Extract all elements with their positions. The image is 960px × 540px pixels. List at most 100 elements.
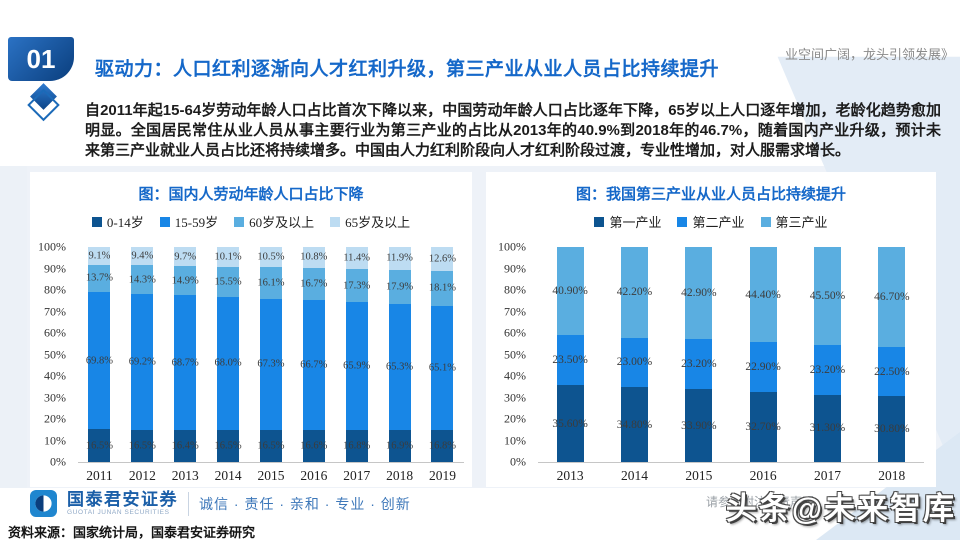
x-tick-label: 2012: [128, 468, 156, 483]
bar-segment: [88, 429, 111, 462]
x-tick-label: 2016: [749, 468, 777, 483]
x-tick-label: 2015: [257, 468, 285, 483]
bar-label: 16.9%: [386, 440, 414, 452]
y-tick-label: 60%: [44, 325, 66, 340]
y-tick-label: 30%: [44, 390, 66, 404]
x-tick-label: 2015: [685, 468, 713, 483]
bar-label: 46.70%: [874, 291, 910, 304]
chart-left-bars: 9.1% 13.7% 69.8% 16.5% 9.4% 14.3% 69.2% 16.5% 9.…: [78, 247, 464, 462]
bar-segment: [174, 266, 197, 296]
y-tick-label: 0%: [510, 454, 526, 469]
legend-swatch: [234, 216, 245, 227]
legend-label: 第二产业: [692, 215, 745, 230]
legend-label: 15-59岁: [174, 215, 219, 230]
bar-column-2015: 10.5% 16.1% 67.3% 16.5%: [257, 247, 285, 462]
bar-label: 15.5%: [214, 276, 242, 288]
bar-label: 65.1%: [428, 362, 456, 374]
bar-label: 10.5%: [257, 251, 285, 263]
bar-label: 9.1%: [88, 250, 111, 262]
bar-segment: [878, 247, 906, 348]
bar-segment: [685, 339, 713, 390]
bar-segment: [302, 267, 325, 301]
bar-label: 22.90%: [745, 361, 781, 374]
bar-label: 12.6%: [428, 253, 456, 265]
bar-column-2013: 9.7% 14.9% 68.7% 16.4%: [171, 247, 199, 462]
bar-segment: [217, 297, 240, 430]
y-tick-label: 80%: [44, 282, 66, 297]
legend-item: 第一产业: [594, 212, 661, 231]
y-tick-label: 60%: [504, 325, 526, 340]
bar-segment: [685, 389, 713, 462]
bar-segment: [620, 387, 648, 462]
x-tick-label: 2013: [171, 468, 199, 483]
bar-segment: [620, 337, 648, 388]
bar-label: 23.50%: [552, 354, 588, 367]
y-tick-label: 10%: [504, 433, 526, 447]
bar-segment: [388, 247, 411, 270]
bar-label: 9.4%: [131, 250, 154, 262]
chart-right-title: 图：我国第三产业从业人员占比持续提升: [575, 186, 846, 203]
y-tick-label: 20%: [504, 411, 526, 426]
background-strip-left: [0, 166, 27, 488]
x-tick-label: 2019: [428, 468, 456, 483]
bar-segment: [259, 267, 282, 299]
bar-label: 31.30%: [809, 422, 846, 435]
bar-column-2015: 42.90% 23.20% 33.90%: [681, 247, 717, 462]
x-tick-label: 2014: [620, 468, 648, 483]
legend-swatch: [330, 216, 341, 227]
bar-label: 23.20%: [809, 363, 846, 376]
y-tick-label: 100%: [498, 239, 526, 254]
bar-segment: [217, 247, 240, 267]
y-tick-label: 30%: [504, 390, 526, 404]
bar-segment: [388, 304, 411, 430]
bar-segment: [345, 302, 368, 430]
chart-right-panel: 图：我国第三产业从业人员占比持续提升 第一产业 第二产业 第三产业 100% 90% 8…: [486, 172, 936, 487]
x-tick-label: 2016: [300, 468, 328, 483]
brand-slogan: 诚信 · 责任 · 亲和 · 专业 · 创新: [199, 495, 411, 512]
bar-segment: [431, 247, 454, 272]
bar-label: 16.8%: [428, 440, 456, 452]
bar-segment: [431, 271, 454, 306]
bar-segment: [302, 300, 325, 430]
y-tick-label: 70%: [504, 304, 526, 318]
bar-label: 22.50%: [874, 365, 910, 378]
bar-label: 16.8%: [343, 440, 371, 452]
bar-label: 33.90%: [681, 419, 717, 432]
bar-label: 68.7%: [171, 357, 199, 369]
brand-name: 国泰君安证券: [67, 489, 178, 509]
bar-segment: [388, 269, 411, 305]
bar-label: 42.90%: [681, 287, 717, 300]
x-tick-label: 2011: [86, 468, 113, 483]
brand-text: 国泰君安证券 GUOTAI JUNAN SECURITIES: [67, 491, 178, 517]
bar-label: 30.80%: [874, 422, 910, 435]
x-tick-label: 2017: [813, 468, 841, 483]
brand-name-english: GUOTAI JUNAN SECURITIES: [67, 508, 170, 516]
bar-segment: [174, 429, 197, 462]
bar-segment: [388, 429, 411, 462]
bar-label: 17.3%: [343, 280, 371, 292]
bar-segment: [431, 305, 454, 430]
x-tick-label: 2018: [878, 468, 906, 483]
bar-segment: [813, 247, 841, 345]
legend-label: 65岁及以上: [345, 215, 411, 230]
legend-item: 第三产业: [760, 212, 828, 231]
legend-item: 第二产业: [677, 212, 745, 231]
legend-label: 第一产业: [609, 215, 662, 230]
bar-label: 69.2%: [128, 356, 156, 368]
bar-label: 18.1%: [428, 282, 456, 294]
bar-column-2016: 10.8% 16.7% 66.7% 16.6%: [300, 247, 328, 462]
chart-left-y-axis: 100% 90% 80% 70% 60% 50% 40% 30% 20% 10% 0%: [30, 240, 72, 469]
bar-segment: [131, 247, 154, 266]
bar-label: 67.3%: [257, 358, 285, 370]
bar-label: 32.70%: [745, 420, 781, 433]
legend-item: 15-59岁: [159, 212, 219, 231]
body-paragraph: 自2011年起15-64岁劳动年龄人口占比首次下降以来，中国劳动年龄人口占比逐年…: [85, 102, 941, 159]
bar-label: 16.4%: [171, 440, 199, 452]
bar-label: 23.20%: [681, 358, 717, 371]
bar-segment: [302, 429, 325, 462]
section-number-badge: 01: [8, 37, 74, 81]
bar-label: 40.90%: [552, 284, 588, 297]
legend-item: 0-14岁: [91, 212, 144, 231]
bar-segment: [749, 342, 777, 392]
bar-label: 16.6%: [300, 440, 328, 452]
